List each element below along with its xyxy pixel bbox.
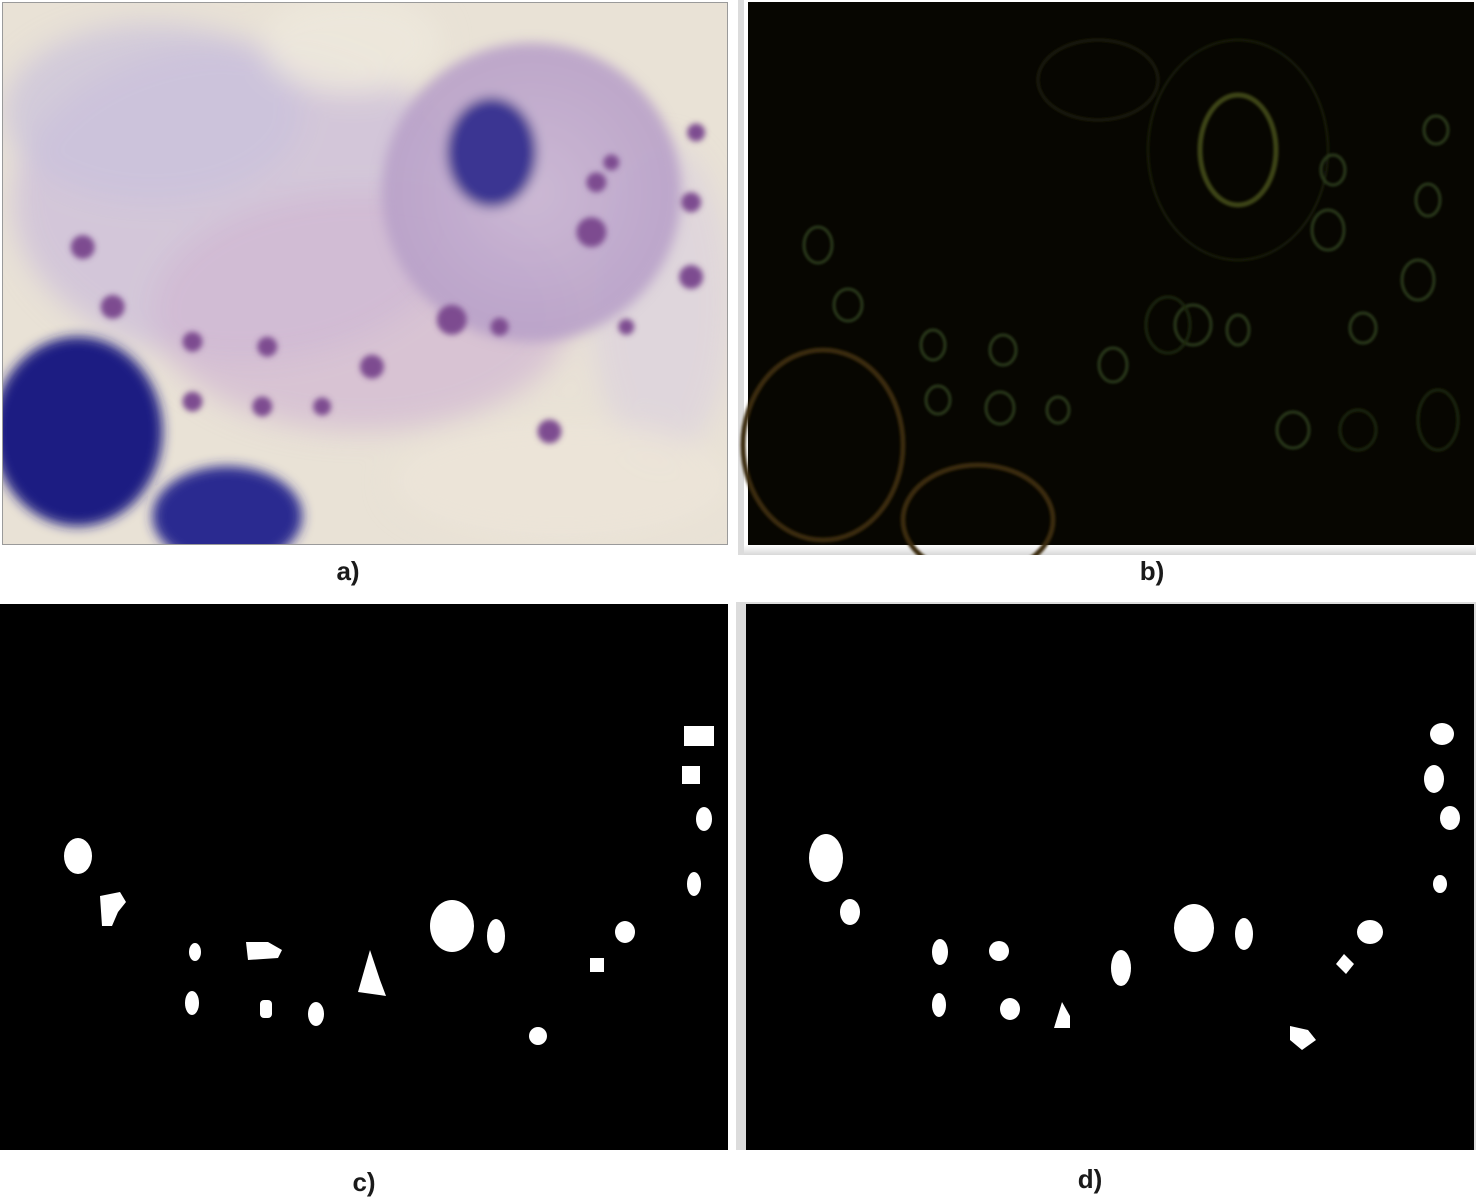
panel-d-mask [736, 602, 1476, 1150]
panel-b-label: b) [1139, 556, 1165, 586]
panel-c-label: c) [352, 1167, 376, 1197]
panel-d-label: d) [1077, 1164, 1103, 1194]
panel-b-edges [738, 0, 1476, 555]
panel-a-label: a) [336, 556, 360, 586]
panel-a-micrograph [2, 2, 728, 545]
panel-c-mask [0, 604, 728, 1150]
